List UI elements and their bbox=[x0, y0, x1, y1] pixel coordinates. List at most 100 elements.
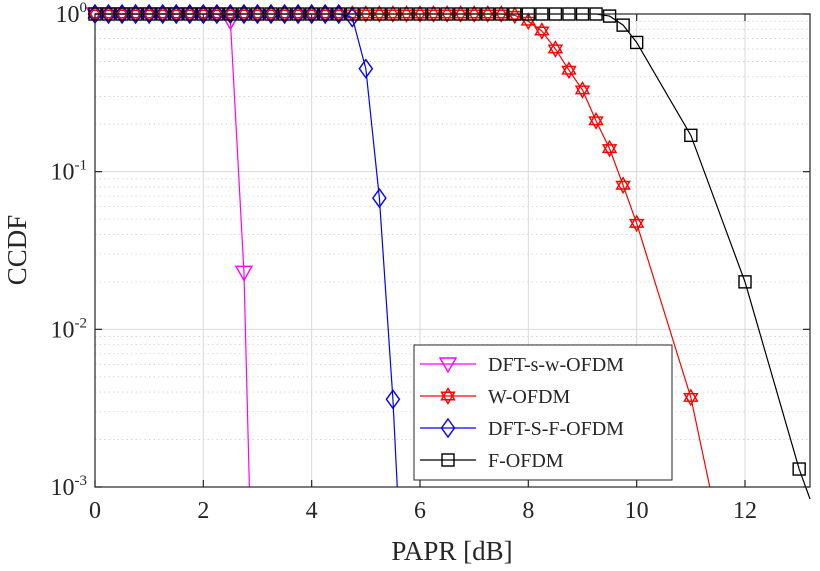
y-tick-base: 10 bbox=[56, 2, 80, 28]
data-point-part bbox=[493, 9, 509, 23]
data-point-part bbox=[358, 9, 374, 23]
data-point-part bbox=[588, 116, 604, 130]
data-point bbox=[331, 5, 347, 23]
data-point-part bbox=[154, 5, 171, 19]
data-point-part bbox=[385, 9, 401, 23]
data-point bbox=[358, 58, 374, 79]
data-point bbox=[141, 5, 157, 23]
data-point bbox=[236, 5, 252, 23]
data-point-part bbox=[615, 176, 631, 190]
data-point bbox=[263, 5, 279, 23]
data-point-part bbox=[100, 9, 117, 23]
data-point-part bbox=[588, 111, 604, 126]
data-point-part bbox=[344, 9, 361, 23]
data-point bbox=[249, 5, 266, 23]
data-point bbox=[127, 5, 144, 23]
y-tick-exponent: 0 bbox=[80, 0, 88, 16]
data-point-part bbox=[263, 9, 279, 23]
data-point-part bbox=[249, 5, 266, 19]
y-tick-base: 10 bbox=[51, 160, 75, 186]
data-point-part bbox=[290, 9, 306, 23]
data-point bbox=[602, 9, 617, 23]
data-point bbox=[372, 187, 387, 209]
data-point bbox=[588, 111, 604, 130]
data-point-part bbox=[141, 9, 157, 23]
data-point bbox=[452, 5, 469, 23]
data-point-part bbox=[425, 9, 442, 23]
y-tick-label: 10-3 bbox=[51, 473, 88, 501]
data-point bbox=[304, 3, 320, 25]
data-point-part bbox=[628, 214, 645, 228]
data-point bbox=[290, 3, 306, 25]
data-point bbox=[628, 214, 645, 233]
data-point bbox=[290, 5, 306, 23]
data-point bbox=[182, 3, 198, 25]
data-point-part bbox=[628, 218, 645, 233]
data-point-part bbox=[168, 9, 184, 23]
data-point bbox=[629, 35, 644, 50]
data-point-part bbox=[412, 9, 428, 23]
data-point bbox=[263, 3, 279, 25]
legend-label: F-OFDM bbox=[488, 450, 564, 472]
legend-label: W-OFDM bbox=[488, 386, 570, 408]
data-point-part bbox=[87, 9, 103, 23]
data-point-part bbox=[317, 9, 333, 23]
data-point-part bbox=[127, 5, 144, 19]
data-point bbox=[223, 3, 238, 25]
data-point bbox=[317, 3, 333, 25]
data-point-part bbox=[466, 9, 482, 23]
data-point-part bbox=[249, 9, 266, 23]
data-point-part bbox=[371, 5, 388, 19]
data-point bbox=[534, 22, 550, 40]
data-point bbox=[276, 5, 293, 23]
data-point bbox=[547, 40, 564, 58]
data-point bbox=[195, 3, 211, 25]
data-point-part bbox=[574, 81, 591, 95]
data-point bbox=[141, 3, 157, 25]
y-tick-label: 100 bbox=[56, 0, 88, 28]
y-tick-exponent: -3 bbox=[75, 473, 88, 489]
legend-box bbox=[413, 344, 673, 481]
data-point-part bbox=[425, 5, 442, 19]
x-tick-label: 2 bbox=[197, 498, 209, 524]
legend-marker-part bbox=[440, 387, 456, 401]
data-point-part bbox=[398, 9, 415, 23]
data-point-part bbox=[574, 85, 591, 99]
legend-marker bbox=[441, 453, 455, 467]
legend-marker-part bbox=[440, 391, 456, 405]
data-point-part bbox=[154, 9, 171, 23]
data-point bbox=[466, 5, 482, 23]
y-tick-label: 10-2 bbox=[51, 315, 88, 343]
legend-marker bbox=[440, 417, 456, 439]
data-point bbox=[385, 5, 401, 23]
y-tick-exponent: -1 bbox=[75, 158, 88, 174]
data-point-part bbox=[182, 9, 198, 23]
data-point bbox=[114, 3, 130, 25]
data-point bbox=[439, 5, 455, 23]
data-point-part bbox=[127, 9, 144, 23]
x-tick-label: 12 bbox=[733, 498, 757, 524]
data-point bbox=[128, 3, 143, 25]
data-point-part bbox=[534, 22, 550, 36]
y-tick-exponent: -2 bbox=[75, 315, 88, 331]
legend-item: F-OFDM bbox=[420, 450, 564, 472]
data-point-part bbox=[452, 5, 469, 19]
data-point bbox=[168, 5, 184, 23]
data-point-part bbox=[209, 9, 225, 23]
data-point bbox=[221, 14, 240, 31]
data-point bbox=[601, 139, 618, 158]
data-point-part bbox=[371, 9, 388, 23]
data-point bbox=[371, 5, 388, 23]
data-point-part bbox=[222, 5, 239, 19]
data-point-part bbox=[547, 40, 564, 54]
data-point-part bbox=[100, 5, 117, 19]
data-point-part bbox=[236, 5, 252, 19]
data-point bbox=[574, 81, 591, 99]
data-point bbox=[493, 5, 509, 23]
legend-label: DFT-S-F-OFDM bbox=[488, 418, 624, 440]
data-point-part bbox=[114, 5, 130, 19]
data-point bbox=[154, 5, 171, 23]
data-point-part bbox=[683, 392, 699, 407]
